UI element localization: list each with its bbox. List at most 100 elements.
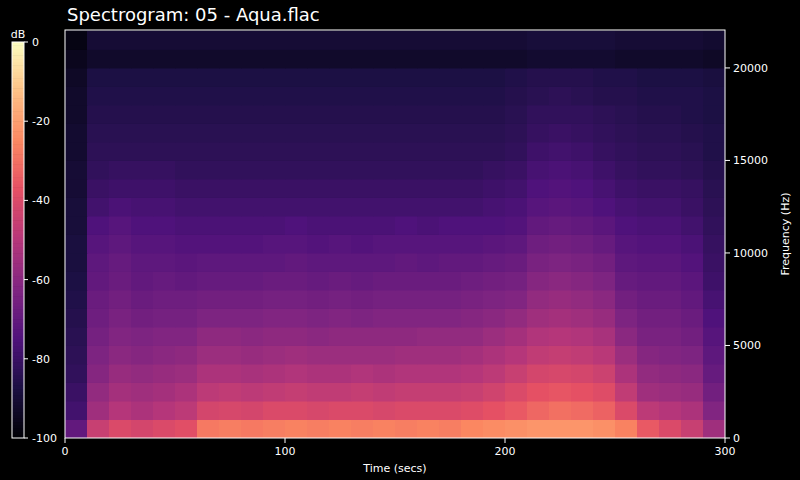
cell	[197, 345, 220, 364]
cell	[703, 31, 725, 50]
cell	[329, 123, 352, 142]
cell	[571, 142, 594, 161]
cell	[417, 160, 440, 179]
cell	[549, 179, 572, 198]
cell	[461, 216, 484, 235]
cell	[593, 308, 616, 327]
cell	[263, 142, 286, 161]
cell	[153, 216, 176, 235]
cell	[131, 364, 154, 383]
cell	[263, 160, 286, 179]
cell	[659, 345, 682, 364]
cell	[87, 345, 110, 364]
cell	[461, 49, 484, 68]
cell	[307, 401, 330, 420]
cell	[351, 382, 374, 401]
cell	[175, 290, 198, 309]
cell	[439, 123, 462, 142]
cell	[87, 327, 110, 346]
cell	[373, 290, 396, 309]
cell	[395, 234, 418, 253]
cell	[637, 253, 660, 272]
cell	[549, 401, 572, 420]
cell	[307, 419, 330, 438]
colorbar-tick-label: -80	[32, 353, 50, 366]
cell	[109, 49, 132, 68]
cell	[175, 419, 198, 438]
cell	[483, 86, 506, 105]
cell	[681, 142, 704, 161]
cell	[153, 179, 176, 198]
cell	[175, 31, 198, 50]
cell	[219, 49, 242, 68]
cell	[571, 105, 594, 124]
cell	[659, 68, 682, 87]
cell	[703, 253, 725, 272]
cell	[307, 197, 330, 216]
cell	[351, 142, 374, 161]
cell	[65, 345, 88, 364]
cell	[659, 49, 682, 68]
cell	[219, 419, 242, 438]
cell	[703, 345, 725, 364]
cell	[153, 271, 176, 290]
cell	[109, 160, 132, 179]
cell	[109, 123, 132, 142]
cell	[461, 197, 484, 216]
cell	[659, 179, 682, 198]
cell	[109, 253, 132, 272]
cell	[637, 327, 660, 346]
cell	[439, 179, 462, 198]
cell	[527, 31, 550, 50]
cell	[527, 216, 550, 235]
background	[0, 0, 800, 480]
cell	[461, 105, 484, 124]
cell	[637, 290, 660, 309]
cell	[615, 197, 638, 216]
cell	[549, 253, 572, 272]
cell	[351, 216, 374, 235]
cell	[681, 216, 704, 235]
cell	[131, 345, 154, 364]
cell	[527, 271, 550, 290]
cell	[417, 68, 440, 87]
cell	[131, 160, 154, 179]
cell	[417, 105, 440, 124]
cell	[285, 382, 308, 401]
y-tick	[725, 160, 730, 161]
cell	[307, 160, 330, 179]
cell	[439, 142, 462, 161]
cell	[395, 345, 418, 364]
cell	[461, 68, 484, 87]
cell	[87, 271, 110, 290]
cell	[241, 197, 264, 216]
cell	[65, 142, 88, 161]
cell	[571, 345, 594, 364]
cell	[593, 68, 616, 87]
cell	[395, 49, 418, 68]
colorbar-tick-label: 0	[32, 36, 39, 49]
cell	[131, 68, 154, 87]
cell	[395, 179, 418, 198]
cell	[483, 216, 506, 235]
cell	[219, 197, 242, 216]
y-axis-label: Frequency (Hz)	[779, 193, 792, 276]
cell	[505, 419, 528, 438]
cell	[637, 31, 660, 50]
cell	[241, 49, 264, 68]
cell	[373, 105, 396, 124]
cell	[153, 234, 176, 253]
cell	[549, 345, 572, 364]
cell	[483, 68, 506, 87]
cell	[483, 31, 506, 50]
cell	[87, 216, 110, 235]
cell	[527, 142, 550, 161]
cell	[219, 105, 242, 124]
cell	[659, 308, 682, 327]
cell	[109, 179, 132, 198]
cell	[593, 345, 616, 364]
cell	[109, 105, 132, 124]
cell	[307, 49, 330, 68]
cell	[681, 271, 704, 290]
cell	[263, 68, 286, 87]
